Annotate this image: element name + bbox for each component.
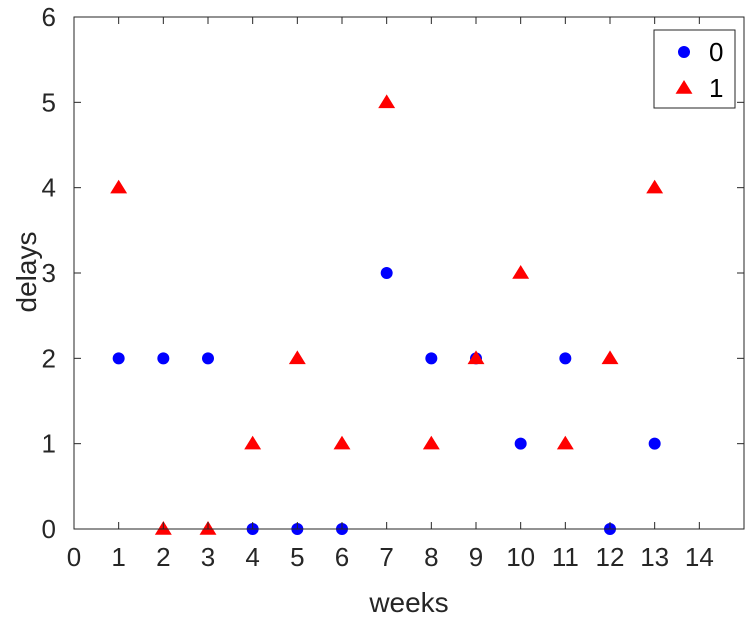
x-tick-label: 10: [506, 542, 535, 572]
triangle-point: [422, 435, 440, 450]
y-axis-label: delays: [11, 232, 42, 313]
legend-marker-1: [675, 80, 693, 94]
x-axis-label: weeks: [368, 587, 448, 618]
x-tick-label: 1: [111, 542, 125, 572]
triangle-point: [467, 350, 485, 365]
y-tick-label: 0: [42, 514, 56, 544]
circle-point: [380, 267, 393, 279]
legend-label: 1: [709, 73, 723, 103]
x-tick-label: 4: [245, 542, 259, 572]
x-tick-label: 8: [424, 542, 438, 572]
series-1: [110, 94, 664, 535]
x-tick-label: 13: [640, 542, 669, 572]
circle-point: [202, 352, 214, 365]
triangle-point: [110, 179, 128, 194]
y-tick-label: 2: [42, 343, 56, 373]
plot-layer: [110, 94, 664, 535]
circle-point: [112, 352, 125, 365]
x-tick-label: 9: [469, 542, 483, 572]
triangle-point: [512, 265, 530, 279]
y-tick-label: 4: [42, 173, 56, 203]
triangle-point: [601, 350, 619, 365]
circle-point: [425, 352, 438, 365]
triangle-point: [556, 435, 574, 450]
x-tick-label: 6: [335, 542, 349, 572]
x-tick-label: 12: [596, 542, 625, 572]
y-tick-label: 1: [42, 429, 56, 459]
axes-box: [73, 16, 745, 530]
y-tick-label: 5: [42, 87, 56, 117]
triangle-point: [378, 94, 396, 109]
triangle-point: [333, 435, 351, 450]
x-tick-label: 14: [685, 542, 714, 572]
circle-point: [514, 437, 527, 450]
legend-label: 0: [709, 37, 723, 67]
circle-point: [157, 352, 170, 365]
x-tick-label: 3: [201, 542, 215, 572]
y-tick-label: 3: [42, 258, 56, 288]
circle-point: [559, 352, 572, 365]
triangle-point: [244, 435, 262, 450]
triangle-point: [646, 179, 664, 194]
triangle-point: [288, 350, 306, 365]
x-tick-label: 7: [379, 542, 393, 572]
legend: 01: [653, 29, 736, 109]
x-tick-label: 2: [156, 542, 170, 572]
x-tick-label: 5: [290, 542, 304, 572]
y-tick-label: 6: [42, 2, 56, 32]
x-tick-label: 0: [67, 542, 81, 572]
x-tick-label: 11: [552, 542, 579, 572]
circle-point: [648, 437, 661, 450]
legend-marker-0: [678, 46, 690, 58]
series-0: [112, 267, 661, 535]
legend-box: [653, 29, 736, 109]
